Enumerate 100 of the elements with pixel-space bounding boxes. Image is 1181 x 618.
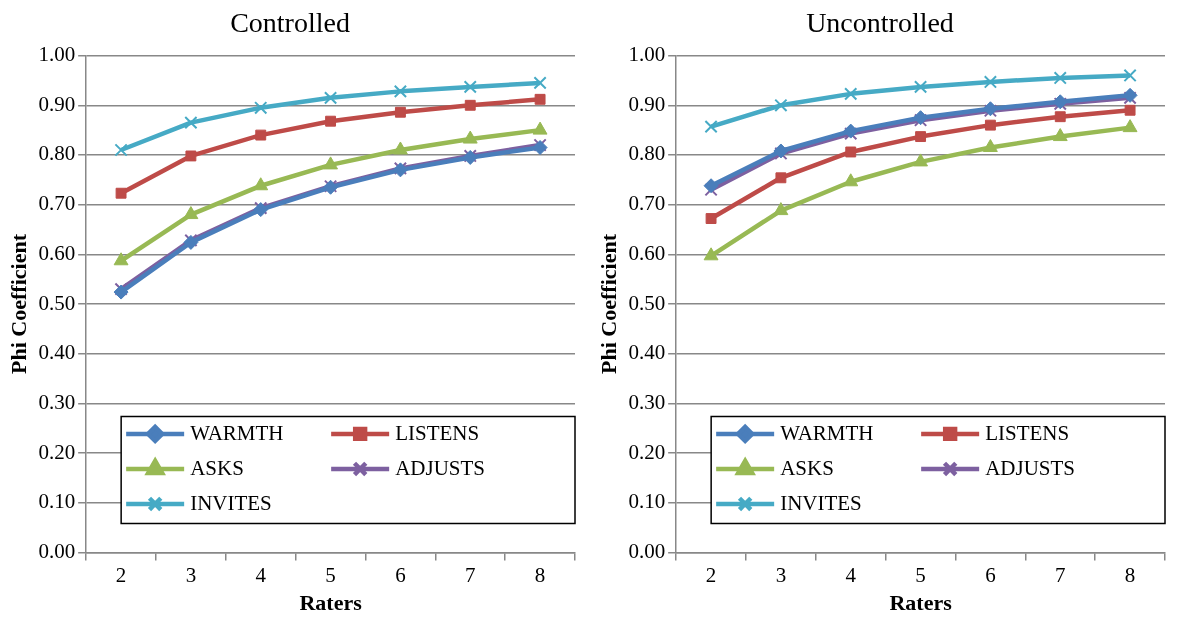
- point: [114, 282, 128, 296]
- legend-label: ADJUSTS: [985, 456, 1076, 481]
- y-tick-label: 0.20: [38, 439, 76, 464]
- point: [775, 172, 787, 184]
- point: [982, 139, 998, 153]
- chart-title: Uncontrolled: [806, 7, 954, 39]
- legend-label: WARMTH: [780, 421, 874, 446]
- point: [113, 284, 129, 300]
- y-tick-label: 0.70: [628, 191, 666, 216]
- point: [1123, 91, 1137, 105]
- x-tick-label: 5: [325, 562, 336, 587]
- y-tick-label: 1.00: [38, 42, 76, 67]
- point: [845, 146, 857, 158]
- point: [532, 140, 548, 156]
- point: [392, 141, 408, 155]
- x-axis-title: Raters: [299, 590, 363, 616]
- point: [913, 80, 928, 94]
- point: [323, 156, 338, 170]
- point: [253, 177, 269, 191]
- x-tick-label: 8: [1124, 562, 1136, 587]
- point: [703, 178, 719, 194]
- point: [703, 247, 719, 261]
- point: [113, 252, 129, 266]
- point: [1124, 104, 1136, 116]
- y-axis-title: Phi Coefficient: [5, 233, 31, 374]
- y-tick-label: 0.30: [628, 389, 666, 414]
- x-tick-label: 2: [705, 562, 717, 587]
- y-tick-label: 0.30: [38, 389, 76, 414]
- y-tick-label: 0.10: [38, 489, 76, 514]
- y-tick-label: 0.40: [628, 340, 666, 365]
- y-tick-label: 0.90: [38, 91, 76, 116]
- point: [184, 116, 198, 130]
- x-tick-label: 4: [255, 562, 267, 587]
- legend-label: WARMTH: [190, 421, 284, 446]
- point: [844, 87, 858, 101]
- y-tick-label: 0.00: [38, 538, 76, 563]
- y-tick-label: 1.00: [628, 42, 666, 67]
- x-tick-label: 4: [845, 562, 857, 587]
- point: [774, 98, 788, 112]
- point: [185, 150, 197, 162]
- point: [534, 93, 546, 105]
- x-tick-label: 6: [395, 562, 406, 587]
- chart-title: Controlled: [230, 7, 350, 39]
- x-tick-label: 6: [985, 562, 996, 587]
- x-axis-title: Raters: [889, 590, 953, 616]
- y-tick-label: 0.50: [628, 290, 666, 315]
- point: [983, 75, 998, 89]
- x-tick-label: 7: [465, 562, 476, 587]
- point: [464, 99, 476, 111]
- point: [704, 119, 718, 134]
- point: [393, 84, 408, 99]
- legend-label: INVITES: [780, 491, 862, 516]
- point: [843, 173, 859, 187]
- y-axis-title: Phi Coefficient: [595, 233, 621, 374]
- point: [114, 143, 128, 157]
- y-tick-label: 0.60: [628, 240, 666, 265]
- x-tick-label: 8: [534, 562, 546, 587]
- point: [533, 76, 547, 90]
- point: [1122, 87, 1138, 103]
- y-tick-label: 0.70: [38, 191, 76, 216]
- point: [705, 213, 717, 224]
- point: [254, 101, 268, 115]
- point: [773, 202, 789, 216]
- point: [1052, 128, 1068, 142]
- point: [532, 121, 548, 135]
- y-tick-label: 0.50: [38, 290, 76, 315]
- point: [325, 115, 337, 127]
- y-tick-label: 0.90: [628, 91, 666, 116]
- y-tick-label: 0.80: [38, 141, 76, 166]
- point: [1054, 111, 1066, 123]
- point: [913, 153, 928, 167]
- x-tick-label: 3: [185, 562, 197, 587]
- point: [463, 80, 477, 94]
- point: [1123, 68, 1137, 83]
- y-tick-label: 0.20: [628, 439, 666, 464]
- legend-label: LISTENS: [985, 421, 1070, 446]
- point: [1053, 71, 1067, 85]
- legend-label: INVITES: [190, 491, 272, 516]
- point: [915, 131, 927, 143]
- y-tick-label: 0.80: [628, 141, 666, 166]
- x-tick-label: 3: [775, 562, 787, 587]
- legend-label: ASKS: [780, 456, 834, 481]
- point: [1122, 119, 1138, 133]
- point: [984, 119, 996, 131]
- y-tick-label: 0.00: [628, 538, 666, 563]
- point: [462, 130, 478, 144]
- y-tick-label: 0.40: [38, 340, 76, 365]
- point: [115, 187, 127, 199]
- point: [255, 129, 267, 141]
- legend-label: LISTENS: [395, 421, 480, 446]
- x-tick-label: 7: [1055, 562, 1066, 587]
- point: [183, 206, 199, 220]
- point: [323, 91, 338, 105]
- legend-label: ASKS: [190, 456, 244, 481]
- y-tick-label: 0.10: [628, 489, 666, 514]
- x-tick-label: 5: [915, 562, 926, 587]
- legend-label: ADJUSTS: [395, 456, 486, 481]
- x-tick-label: 2: [115, 562, 127, 587]
- y-tick-label: 0.60: [38, 240, 76, 265]
- point: [394, 106, 406, 118]
